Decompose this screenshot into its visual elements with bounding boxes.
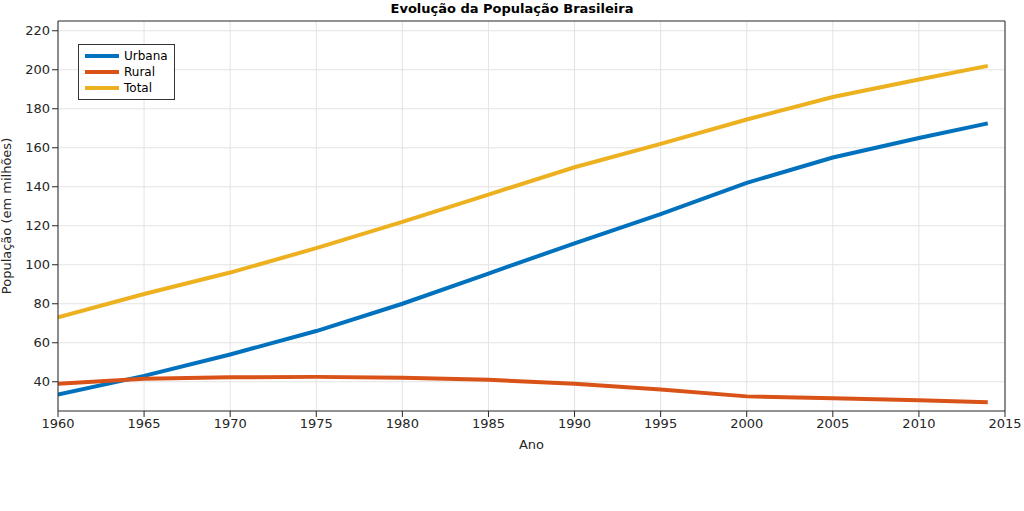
svg-text:População (em milhões): População (em milhões): [8, 138, 14, 294]
svg-text:1960: 1960: [41, 416, 74, 431]
svg-text:120: 120: [25, 218, 50, 233]
svg-text:1985: 1985: [472, 416, 505, 431]
html-text:Evolução da População Brasilei: Evolução da População Brasileira: [390, 1, 634, 16]
svg-text:1980: 1980: [386, 416, 419, 431]
svg-text:1975: 1975: [300, 416, 333, 431]
svg-text:140: 140: [25, 179, 50, 194]
html-text:Rural: Rural: [124, 65, 155, 79]
svg-text:80: 80: [33, 296, 50, 311]
svg-text:220: 220: [25, 23, 50, 38]
svg-text:160: 160: [25, 140, 50, 155]
svg-text:1965: 1965: [128, 416, 161, 431]
svg-text:1995: 1995: [644, 416, 677, 431]
svg-text:1970: 1970: [214, 416, 247, 431]
svg-text:2005: 2005: [816, 416, 849, 431]
svg-text:2015: 2015: [988, 416, 1016, 431]
svg-text:200: 200: [25, 62, 50, 77]
svg-text:2010: 2010: [902, 416, 935, 431]
svg-text:Ano: Ano: [519, 437, 544, 452]
svg-text:2000: 2000: [730, 416, 763, 431]
html-text:Total: Total: [124, 81, 152, 95]
svg-text:40: 40: [33, 374, 50, 389]
svg-text:60: 60: [33, 335, 50, 350]
html-text:Urbana: Urbana: [124, 49, 168, 63]
svg-text:100: 100: [25, 257, 50, 272]
svg-text:180: 180: [25, 101, 50, 116]
svg-text:1990: 1990: [558, 416, 591, 431]
